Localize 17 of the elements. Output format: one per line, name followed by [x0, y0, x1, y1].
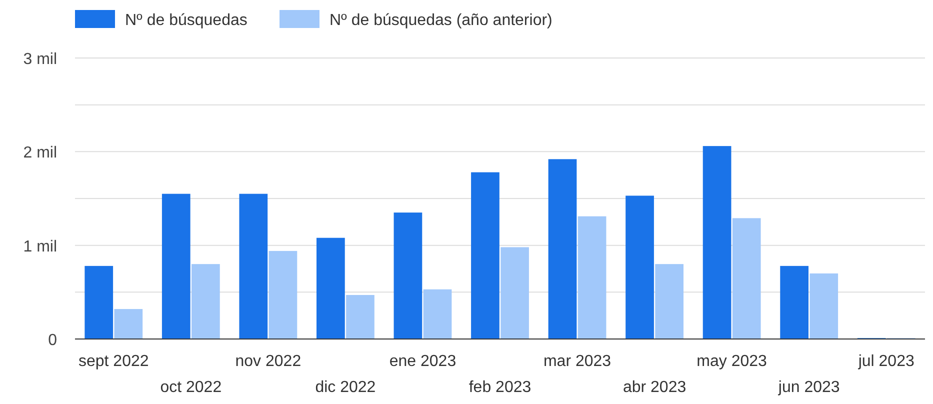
- y-tick-label: 1 mil: [23, 238, 57, 256]
- x-tick-label: sept 2022: [78, 353, 149, 370]
- legend-label: Nº de búsquedas: [125, 12, 248, 29]
- x-tick-label: nov 2022: [235, 353, 302, 370]
- legend-label: Nº de búsquedas (año anterior): [330, 12, 552, 29]
- x-tick-label: dic 2022: [315, 379, 376, 396]
- x-tick-label: oct 2022: [160, 379, 222, 396]
- x-tick-label: abr 2023: [622, 379, 686, 396]
- y-tick-label: 0: [48, 332, 58, 349]
- y-tick-label: 2 mil: [23, 144, 57, 162]
- x-tick-label: feb 2023: [468, 379, 532, 396]
- x-tick-label: may 2023: [696, 353, 768, 370]
- x-tick-label: ene 2023: [389, 353, 456, 370]
- x-tick-label: jun 2023: [777, 379, 840, 396]
- x-tick-label: mar 2023: [543, 353, 612, 370]
- y-tick-label: 3 mil: [23, 51, 57, 68]
- x-tick-label: jul 2023: [857, 353, 914, 370]
